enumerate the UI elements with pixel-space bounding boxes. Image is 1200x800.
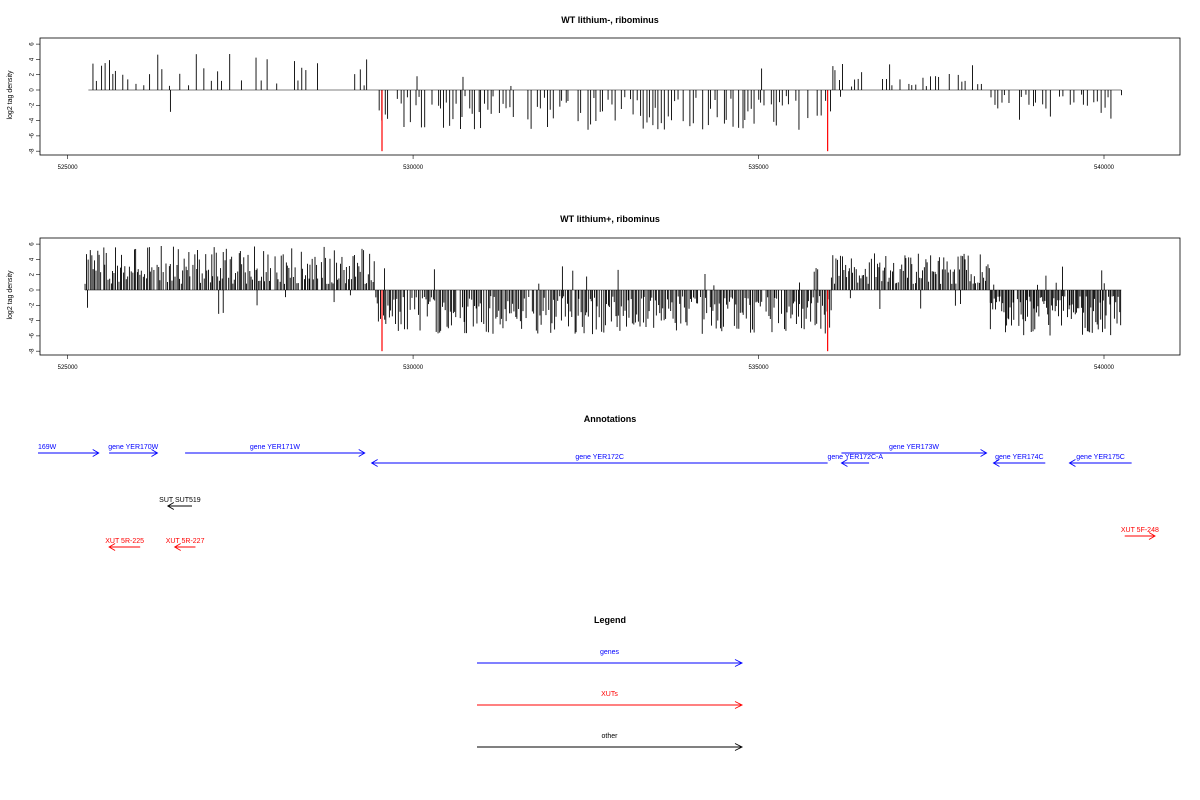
- arrow-head: [980, 449, 988, 457]
- y-tick-label: 2: [30, 272, 36, 276]
- plot-frame: [39, 37, 1181, 156]
- x-tick-label: 530000: [403, 165, 424, 171]
- annotation-label: 169W: [38, 444, 57, 451]
- annotation-label: gene YER170W: [108, 444, 158, 451]
- arrow-head: [151, 449, 159, 457]
- annotation-label: gene YER172C-A: [828, 454, 884, 461]
- annotation-feature: XUT 5F-248: [1121, 527, 1159, 540]
- y-tick-label: 6: [30, 242, 36, 246]
- annotation-label: XUT 5F-248: [1121, 527, 1159, 534]
- legend-label: other: [602, 733, 619, 740]
- legend-list: genes XUTs other: [477, 649, 744, 751]
- arrow-head: [108, 543, 116, 551]
- annotation-feature: gene YER172C: [370, 454, 828, 467]
- annotation-feature: gene YER174C: [992, 454, 1046, 467]
- annotation-label: gene YER174C: [995, 454, 1044, 461]
- bar-series: [92, 54, 1122, 152]
- y-tick-label: -2: [30, 102, 36, 108]
- arrow-head: [370, 459, 378, 467]
- arrow-head: [173, 543, 181, 551]
- y-tick-label: -6: [30, 133, 36, 139]
- arrow-head: [734, 659, 744, 667]
- annotation-feature: 169W: [38, 444, 100, 457]
- bar-series: [84, 245, 1122, 352]
- plot-title: WT lithium+, ribominus: [560, 214, 660, 224]
- y-tick-label: 0: [30, 88, 36, 92]
- annotation-feature: SUT SUT519: [159, 497, 201, 510]
- arrow-head: [92, 449, 100, 457]
- plot-frame: [39, 237, 1181, 356]
- annotation-label: SUT SUT519: [159, 497, 201, 504]
- annotation-list: 169W gene YER170W gene YER171W gene YER172C…: [38, 444, 1159, 551]
- y-tick-label: -6: [30, 333, 36, 339]
- y-tick-label: 0: [30, 288, 36, 292]
- annotation-feature: gene YER173W: [841, 444, 988, 457]
- arrow-head: [1148, 532, 1156, 540]
- annotations-panel: Annotations 169W gene YER170W gene YER171W…: [38, 414, 1159, 551]
- x-tick-label: 540000: [1094, 165, 1115, 171]
- arrow-head: [1068, 459, 1076, 467]
- legend-entry: XUTs: [477, 691, 744, 709]
- legend-entry: other: [477, 733, 744, 751]
- x-tick-label: 525000: [58, 165, 79, 171]
- y-tick-label: -8: [30, 148, 36, 154]
- track-plot-lithium-plus: WT lithium+, ribominus log2 tag density …: [7, 214, 1181, 371]
- legend-entry: genes: [477, 649, 744, 667]
- annotation-feature: gene YER171W: [185, 444, 366, 457]
- arrow-head: [734, 743, 744, 751]
- y-tick-label: -2: [30, 302, 36, 308]
- annotation-label: gene YER171W: [250, 444, 300, 451]
- track-plot-lithium-minus: WT lithium-, ribominus log2 tag density …: [7, 15, 1181, 171]
- annotation-label: gene YER172C: [575, 454, 624, 461]
- annotation-feature: gene YER175C: [1068, 454, 1132, 467]
- arrow-head: [840, 459, 848, 467]
- y-tick-label: 2: [30, 72, 36, 76]
- y-tick-label: 4: [30, 257, 36, 261]
- x-tick-label: 530000: [403, 365, 424, 371]
- annotation-label: gene YER173W: [889, 444, 939, 451]
- annotation-label: XUT 5R-225: [105, 538, 144, 545]
- y-tick-label: 6: [30, 42, 36, 46]
- annotation-feature: gene YER170W: [108, 444, 159, 457]
- legend-panel: Legend genes XUTs other: [477, 615, 744, 751]
- plot-title: WT lithium-, ribominus: [561, 15, 659, 25]
- annotation-label: XUT 5R-227: [166, 538, 205, 545]
- x-tick-label: 535000: [749, 165, 770, 171]
- x-tick-label: 525000: [58, 365, 79, 371]
- arrow-head: [734, 701, 744, 709]
- annotations-title: Annotations: [584, 414, 637, 424]
- arrow-head: [166, 502, 175, 510]
- legend-label: XUTs: [601, 691, 618, 698]
- x-tick-label: 540000: [1094, 365, 1115, 371]
- arrow-head: [358, 449, 366, 457]
- annotation-feature: XUT 5R-225: [105, 538, 144, 551]
- legend-title: Legend: [594, 615, 626, 625]
- y-tick-label: 4: [30, 57, 36, 61]
- y-tick-label: -4: [30, 117, 36, 123]
- y-axis-label: log2 tag density: [7, 270, 14, 320]
- x-tick-label: 535000: [749, 365, 770, 371]
- legend-label: genes: [600, 649, 620, 656]
- annotation-label: gene YER175C: [1076, 454, 1125, 461]
- y-tick-label: -4: [30, 317, 36, 323]
- annotation-feature: XUT 5R-227: [166, 538, 205, 551]
- annotation-feature: gene YER172C-A: [828, 454, 884, 467]
- plot-axes: 6 4 2 0 -2 -4 -6 -8 525000 530000 535000 540000: [30, 237, 1181, 371]
- arrow-head: [992, 459, 1000, 467]
- plot-axes: 6 4 2 0 -2 -4 -6 -8 525000 530000 535000 540000: [30, 37, 1181, 171]
- y-axis-label: log2 tag density: [7, 70, 14, 120]
- y-tick-label: -8: [30, 348, 36, 354]
